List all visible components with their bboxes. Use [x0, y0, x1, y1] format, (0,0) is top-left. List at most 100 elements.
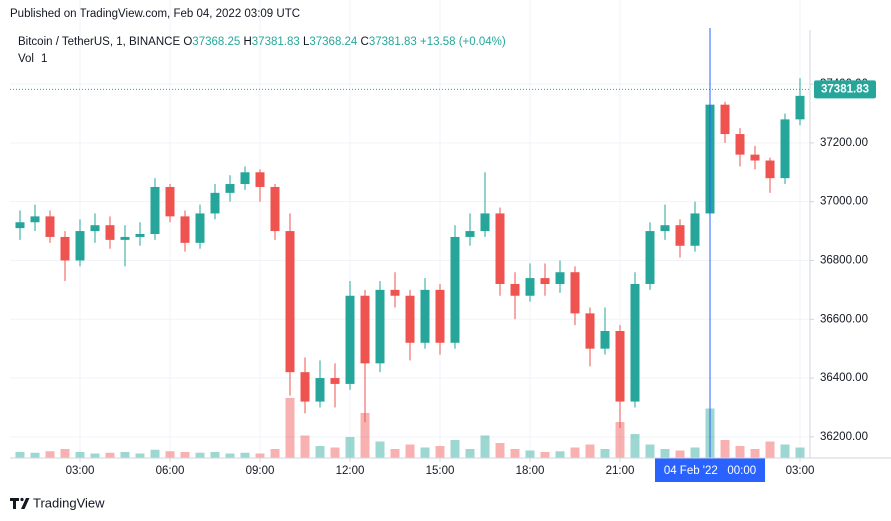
candle-body [375, 289, 385, 364]
candle-body [690, 213, 700, 246]
candle-body [165, 186, 175, 217]
candle-body [645, 231, 655, 284]
ohlc-key: L [303, 36, 310, 48]
volume-bar [390, 449, 400, 458]
plot: 36200.00 36400.00 36600.00 36800.00 37000.00… [10, 0, 876, 482]
volume-bar [630, 434, 640, 458]
y-tick-label: 36600.00 [820, 313, 868, 325]
y-tick-label: 36200.00 [820, 431, 868, 443]
candle-body [360, 295, 370, 364]
volume-bar [405, 444, 415, 458]
candle-body [675, 225, 685, 246]
candle-body [60, 236, 70, 261]
volume-bar [555, 451, 565, 458]
volume-bar [15, 452, 25, 458]
volume-bar [450, 440, 460, 458]
volume-bar [105, 452, 115, 458]
candle-body [450, 236, 460, 343]
candle-body [345, 295, 355, 384]
candle-body [180, 216, 190, 243]
candle-body [105, 225, 115, 240]
volume-bar [690, 447, 700, 458]
candle-body [630, 283, 640, 402]
volume-bar [780, 444, 790, 458]
volume-legend-value: 1 [41, 53, 47, 65]
volume-bar [675, 450, 685, 458]
ohlc-key: O [183, 36, 192, 48]
candle-body [270, 186, 280, 232]
candle-body [15, 222, 25, 229]
published-note: Published on TradingView.com, Feb 04, 20… [10, 8, 300, 20]
volume-bar [45, 451, 55, 458]
candle-body [615, 331, 625, 402]
last-price-box [814, 80, 876, 99]
volume-bar [210, 452, 220, 458]
candle-body [90, 225, 100, 232]
logo [10, 497, 30, 509]
candle-body [210, 192, 220, 214]
candle-body [45, 216, 55, 237]
candle-body [585, 313, 595, 349]
candle-body [390, 289, 400, 296]
candle-body [660, 225, 670, 232]
legend: Bitcoin / TetherUS, 1, BINANCE O37368.25… [18, 36, 506, 48]
candle-body [465, 231, 475, 237]
x-tick-label: 03:00 [66, 465, 95, 477]
ohlc-key: C [361, 36, 369, 48]
candle-body [540, 278, 550, 284]
brand: TradingView [33, 495, 105, 510]
candle-body [225, 184, 235, 193]
candle-body [300, 372, 310, 402]
volume-bar [300, 435, 310, 458]
candle-body [120, 236, 130, 240]
candle-body [195, 213, 205, 243]
volume-bar [495, 443, 505, 458]
volume-bar [465, 449, 475, 458]
volume-bar [195, 452, 205, 458]
y-tick-label: 36400.00 [820, 372, 868, 384]
candle-body [30, 216, 40, 223]
volume-bar [645, 444, 655, 458]
candle-body [420, 289, 430, 343]
volume-legend-label: Vol [18, 53, 34, 65]
volume-bar [720, 440, 730, 458]
candle-body [255, 172, 265, 187]
candle-body [510, 283, 520, 296]
volume-bar [795, 447, 805, 458]
volume-bar [570, 447, 580, 458]
x-tick-label: 03:00 [786, 465, 815, 477]
volume-bar [480, 435, 490, 458]
ohlc-value: 37368.24 [309, 36, 358, 48]
volume-bar [90, 453, 100, 458]
volume-bar [180, 452, 190, 458]
y-tick-label: 36800.00 [820, 254, 868, 266]
crosshair-label: 04 Feb '22 00:00 [664, 465, 756, 477]
volume-bar [600, 449, 610, 458]
candle-body [75, 231, 85, 261]
volume-bar [585, 444, 595, 458]
volume-bar [60, 449, 70, 458]
volume-bar [255, 453, 265, 458]
volume-bar [615, 422, 625, 458]
logo-mark [10, 498, 19, 509]
candle-body [735, 134, 745, 155]
change: +13.58 (+0.04%) [420, 36, 506, 48]
ohlc-key: H [243, 36, 251, 48]
candle-body [780, 119, 790, 179]
x-tick-label: 15:00 [426, 465, 455, 477]
volume-bar [150, 449, 160, 458]
volume-bar [75, 452, 85, 458]
volume-bar [420, 447, 430, 458]
volume-bar [285, 398, 295, 458]
y-tick-label: 37200.00 [820, 137, 868, 149]
volume-bar [240, 452, 250, 458]
x-tick-label: 06:00 [156, 465, 185, 477]
x-tick-label: 09:00 [246, 465, 275, 477]
volume-bar [375, 441, 385, 458]
candle-body [135, 234, 145, 237]
volume-bar [270, 449, 280, 458]
candle-body [795, 95, 805, 120]
volume-bar [135, 453, 145, 458]
